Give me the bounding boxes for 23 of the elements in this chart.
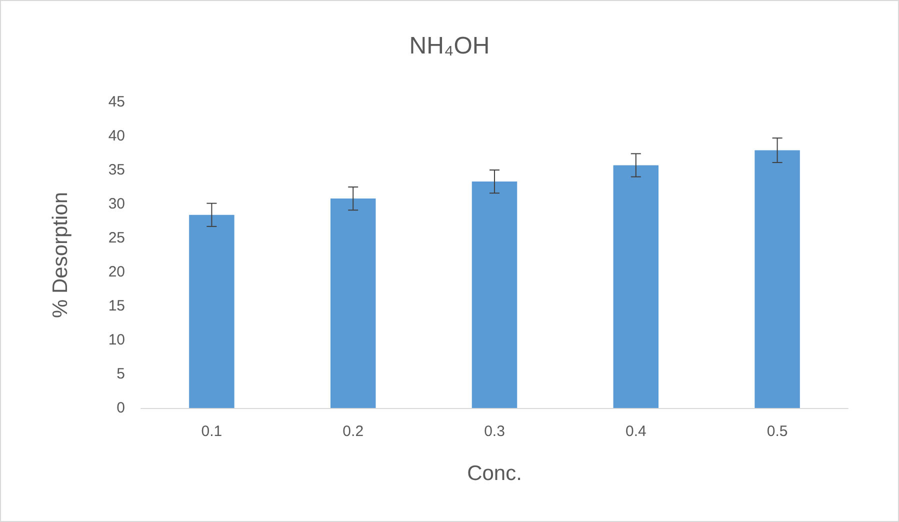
x-axis-title: Conc.	[467, 462, 522, 485]
y-tick-label: 30	[108, 196, 125, 212]
y-tick-label: 20	[108, 264, 125, 280]
y-tick-label: 10	[108, 332, 125, 348]
x-tick-label: 0.2	[342, 423, 364, 440]
x-tick-label: 0.1	[201, 423, 222, 440]
y-axis-title: % Desorption	[49, 192, 72, 318]
bar	[754, 150, 800, 408]
y-tick-label: 40	[108, 128, 125, 144]
x-tick-label: 0.4	[625, 423, 646, 440]
chart-title: NH₄OH	[409, 32, 490, 60]
bar	[189, 214, 234, 408]
bar	[613, 165, 659, 408]
x-tick-label: 0.3	[484, 423, 505, 440]
y-tick-label: 15	[108, 298, 125, 314]
y-tick-label: 0	[116, 400, 125, 416]
bar	[472, 182, 518, 408]
y-tick-label: 45	[108, 94, 125, 110]
y-tick-label: 35	[108, 162, 125, 178]
x-tick-label: 0.5	[766, 423, 788, 440]
y-tick-label: 25	[108, 230, 125, 246]
y-tick-label: 5	[116, 366, 125, 382]
bar	[330, 198, 376, 408]
